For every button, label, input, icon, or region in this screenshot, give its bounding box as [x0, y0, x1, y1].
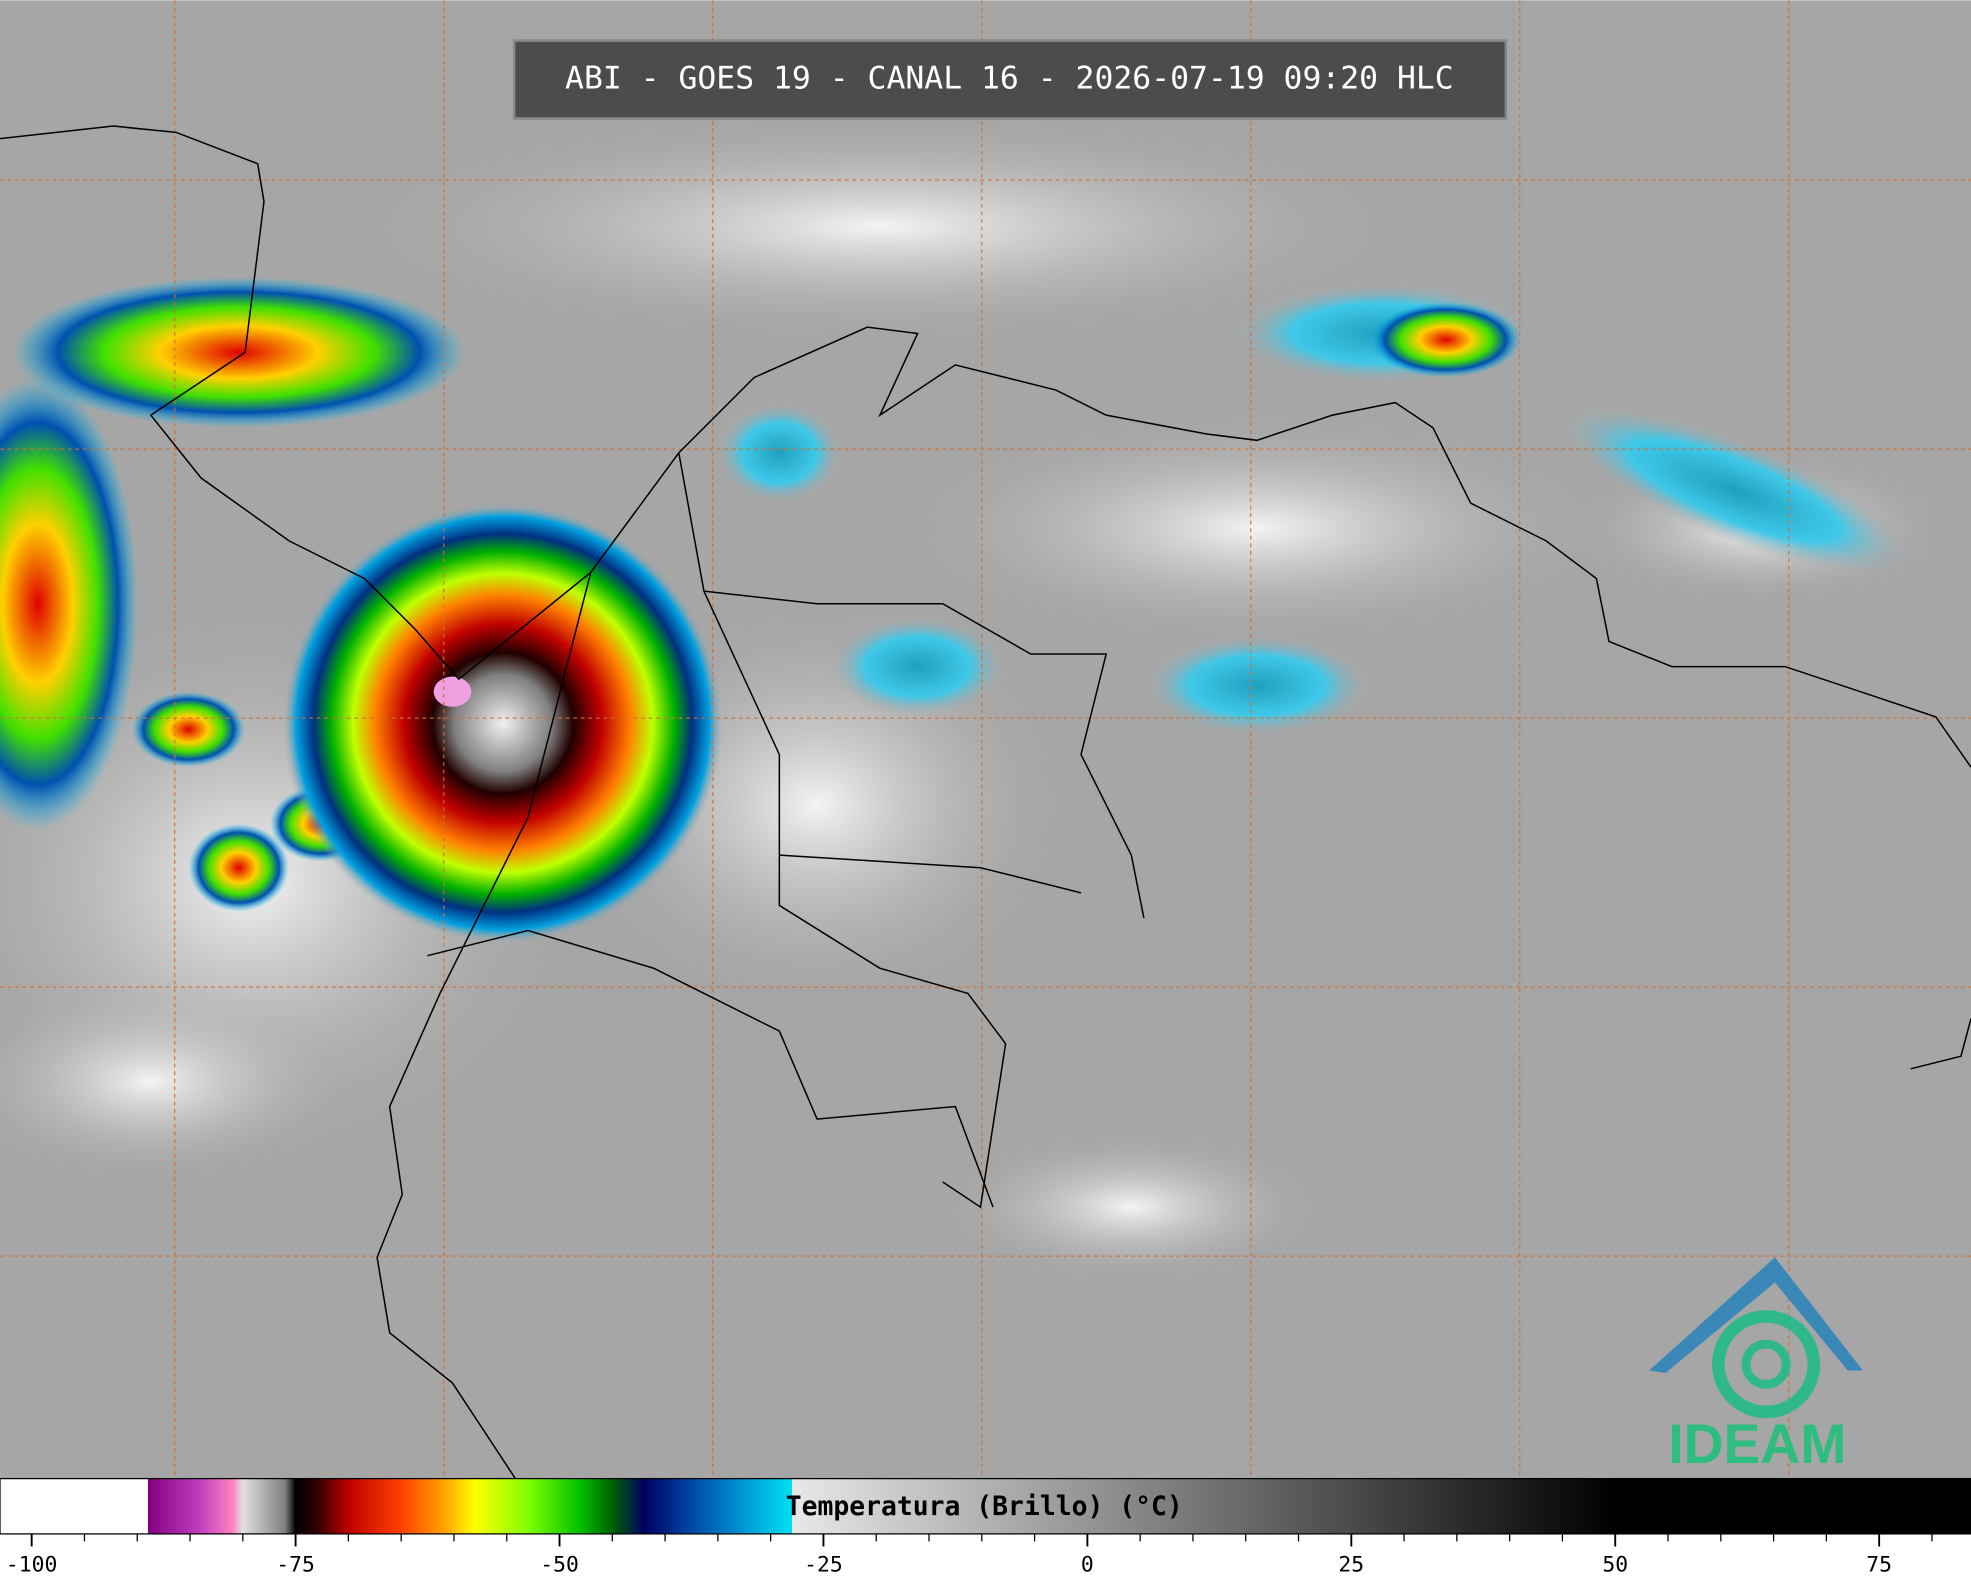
tick-label: 0 [1081, 1552, 1094, 1577]
tick-label: -25 [804, 1552, 843, 1577]
title: ABI - GOES 19 - CANAL 16 - 2026-07-19 09… [565, 61, 1454, 97]
coastlines [0, 125, 1971, 1480]
tick-label: -75 [276, 1552, 315, 1577]
clouds [0, 113, 1949, 1283]
graticule [0, 0, 1971, 1479]
colorbar: Temperatura (Brillo) (°C) -100 -75 -50 -25 0 2… [0, 1477, 1971, 1577]
tick-label: -50 [540, 1552, 579, 1577]
tick-label: 75 [1866, 1552, 1892, 1577]
logo-text: IDEAM [1668, 1413, 1846, 1475]
colorbar-fill [0, 1477, 1971, 1535]
logo: IDEAM [1649, 1257, 1863, 1475]
tick-label: -100 [6, 1552, 57, 1577]
tick-label: 25 [1338, 1552, 1364, 1577]
colorbar-label: Temperatura (Brillo) (°C) [786, 1492, 1183, 1522]
tick-label: 50 [1602, 1552, 1628, 1577]
title-box: ABI - GOES 19 - CANAL 16 - 2026-07-19 09… [512, 39, 1508, 120]
